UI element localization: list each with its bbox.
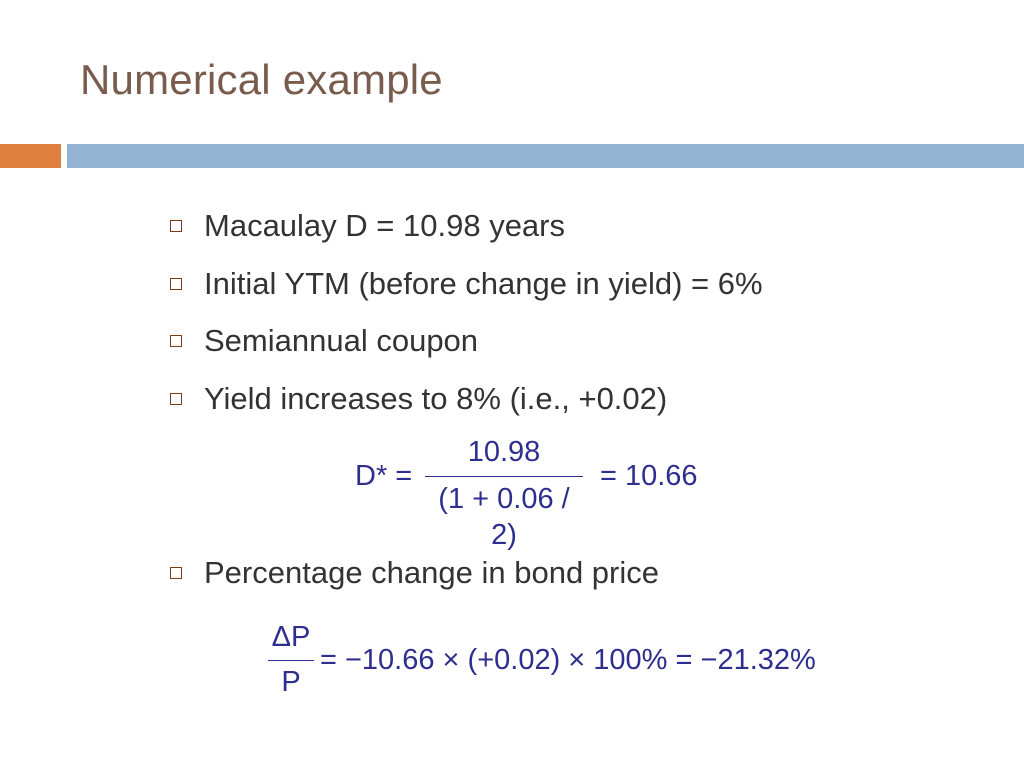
bullet-text: Initial YTM (before change in yield) = 6…	[204, 266, 763, 301]
bullet-item: Macaulay D = 10.98 years	[170, 208, 565, 244]
equation-lhs: D* =	[355, 460, 413, 492]
bullet-text: Percentage change in bond price	[204, 555, 659, 590]
fraction-bar	[425, 476, 583, 477]
equation-rhs: = 10.66	[600, 460, 698, 492]
bullet-square-icon	[170, 220, 182, 232]
fraction-numerator: ΔP	[271, 621, 311, 653]
accent-bar-orange	[0, 144, 61, 168]
fraction-denominator: (1 + 0.06 / 2)	[438, 483, 570, 551]
equation-rhs: = −10.66 × (+0.02) × 100% = −21.32%	[320, 644, 816, 676]
bullet-item: Yield increases to 8% (i.e., +0.02)	[170, 381, 667, 417]
equation-fraction: 10.98 (1 + 0.06 / 2)	[425, 434, 583, 551]
accent-bar-blue	[67, 144, 1024, 168]
bullet-text: Macaulay D = 10.98 years	[204, 208, 565, 243]
fraction-numerator: 10.98	[467, 436, 541, 468]
fraction-bar	[268, 660, 314, 661]
bullet-square-icon	[170, 278, 182, 290]
slide-title: Numerical example	[80, 56, 443, 103]
fraction-denominator: P	[281, 666, 301, 698]
bullet-square-icon	[170, 335, 182, 347]
modified-duration-equation: D* = 10.98 (1 + 0.06 / 2) = 10.66	[355, 434, 755, 551]
bullet-item: Semiannual coupon	[170, 323, 478, 359]
bullet-square-icon	[170, 567, 182, 579]
bullet-item: Initial YTM (before change in yield) = 6…	[170, 266, 763, 302]
bullet-text: Yield increases to 8% (i.e., +0.02)	[204, 381, 668, 416]
equation-fraction: ΔP P	[268, 620, 314, 699]
bullet-text: Semiannual coupon	[204, 323, 479, 358]
bullet-square-icon	[170, 393, 182, 405]
bullet-item: Percentage change in bond price	[170, 555, 659, 591]
price-change-equation: ΔP P = −10.66 × (+0.02) × 100% = −21.32%	[268, 620, 868, 710]
